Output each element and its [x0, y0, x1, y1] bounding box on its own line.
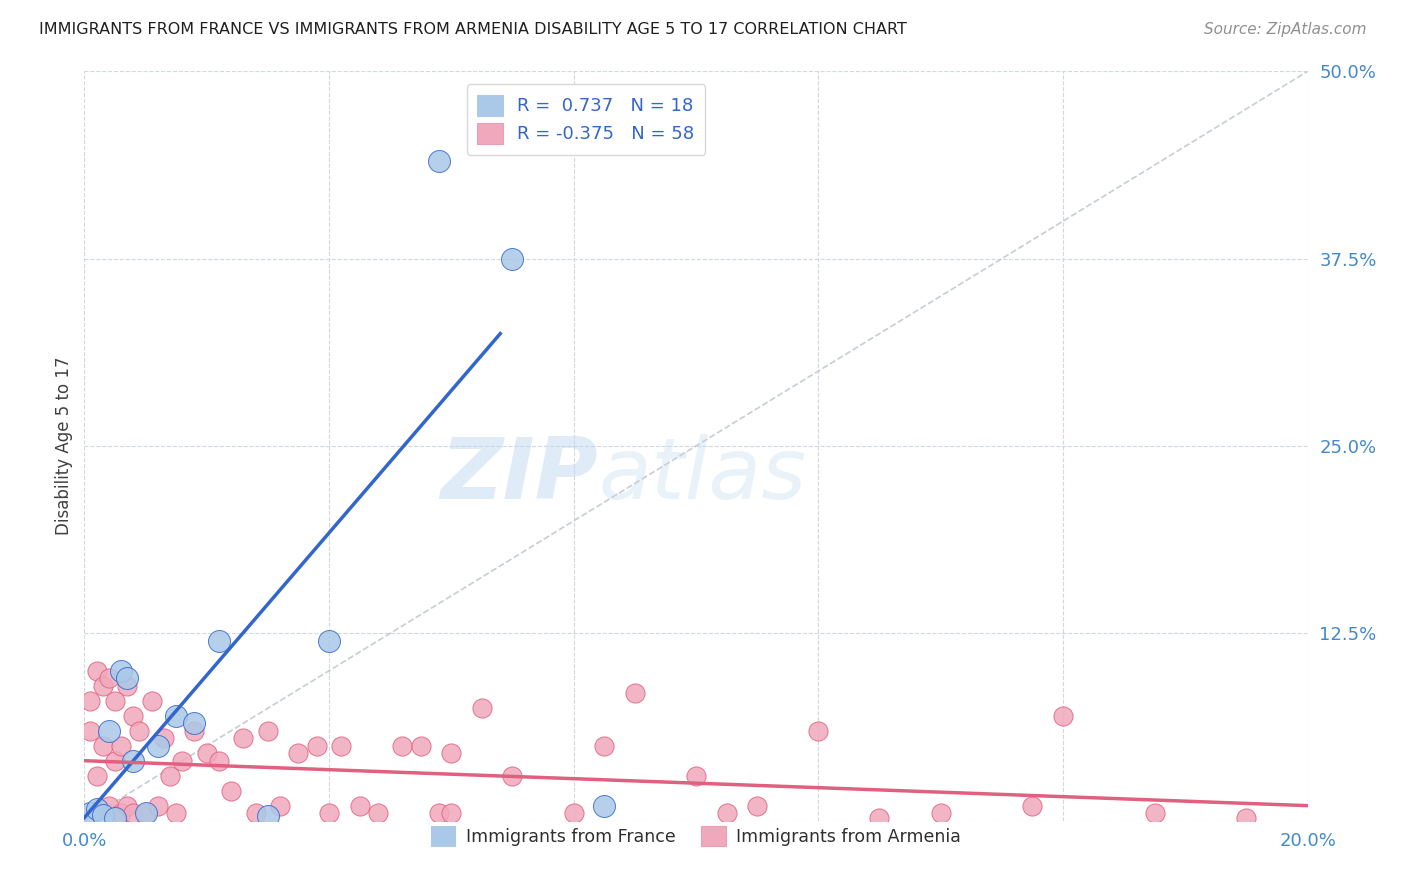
Point [330, 739, 353, 753]
Text: atlas: atlas [598, 434, 806, 517]
Point [624, 686, 647, 700]
Point [440, 746, 463, 760]
Point [115, 679, 138, 693]
Point [115, 671, 138, 685]
Point [1143, 806, 1166, 821]
Point [269, 798, 291, 813]
Text: ZIP: ZIP [440, 434, 598, 517]
Point [562, 806, 585, 821]
Point [97, 723, 120, 738]
Legend: Immigrants from France, Immigrants from Armenia: Immigrants from France, Immigrants from … [425, 819, 967, 853]
Point [135, 806, 157, 821]
Point [86, 664, 108, 678]
Point [146, 798, 169, 813]
Point [122, 806, 145, 821]
Point [79, 694, 101, 708]
Point [287, 746, 309, 760]
Point [427, 806, 450, 821]
Point [86, 769, 108, 783]
Point [685, 769, 707, 783]
Point [1052, 708, 1074, 723]
Point [219, 783, 242, 797]
Point [91, 739, 114, 753]
Point [104, 811, 127, 825]
Point [716, 806, 738, 821]
Point [1021, 798, 1043, 813]
Point [122, 754, 145, 768]
Point [257, 809, 280, 823]
Point [195, 746, 218, 760]
Point [245, 806, 267, 821]
Point [502, 769, 524, 783]
Point [128, 723, 150, 738]
Point [409, 739, 432, 753]
Y-axis label: Disability Age 5 to 17: Disability Age 5 to 17 [55, 357, 73, 535]
Point [91, 807, 114, 822]
Point [349, 798, 371, 813]
Point [91, 679, 114, 693]
Point [159, 769, 181, 783]
Point [110, 664, 132, 678]
Point [172, 754, 194, 768]
Point [318, 633, 340, 648]
Point [97, 798, 120, 813]
Point [427, 154, 450, 169]
Point [367, 806, 389, 821]
Point [135, 806, 157, 821]
Point [929, 806, 952, 821]
Point [104, 754, 127, 768]
Point [146, 739, 169, 753]
Point [122, 708, 145, 723]
Point [165, 708, 187, 723]
Point [86, 802, 108, 816]
Point [305, 739, 328, 753]
Text: Source: ZipAtlas.com: Source: ZipAtlas.com [1204, 22, 1367, 37]
Point [183, 716, 205, 731]
Point [153, 731, 176, 746]
Point [593, 798, 616, 813]
Point [97, 671, 120, 685]
Point [104, 694, 127, 708]
Point [79, 806, 101, 821]
Point [318, 806, 340, 821]
Point [593, 739, 616, 753]
Point [79, 723, 101, 738]
Point [869, 811, 891, 825]
Point [208, 754, 231, 768]
Text: IMMIGRANTS FROM FRANCE VS IMMIGRANTS FROM ARMENIA DISABILITY AGE 5 TO 17 CORRELA: IMMIGRANTS FROM FRANCE VS IMMIGRANTS FRO… [39, 22, 907, 37]
Point [502, 252, 524, 266]
Point [440, 806, 463, 821]
Point [807, 723, 830, 738]
Point [1236, 811, 1258, 825]
Point [115, 798, 138, 813]
Point [165, 806, 187, 821]
Point [257, 723, 280, 738]
Point [141, 694, 163, 708]
Point [110, 806, 132, 821]
Point [183, 723, 205, 738]
Point [747, 798, 769, 813]
Point [471, 701, 494, 715]
Point [208, 633, 231, 648]
Point [232, 731, 254, 746]
Point [110, 739, 132, 753]
Point [391, 739, 413, 753]
